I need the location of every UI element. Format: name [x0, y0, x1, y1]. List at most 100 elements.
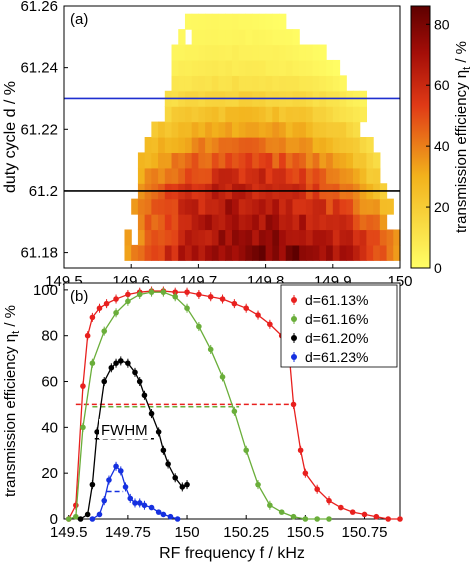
heatmap-cell	[265, 198, 273, 215]
heatmap-cell	[158, 137, 166, 154]
heatmap-cell	[285, 152, 294, 169]
data-point	[155, 509, 162, 515]
heatmap-cell	[245, 244, 253, 261]
heatmap-cell	[299, 229, 307, 246]
heatmap-cell	[366, 214, 374, 231]
heatmap-cell	[299, 198, 307, 215]
heatmap-cell	[184, 229, 193, 246]
heatmap-cell	[279, 152, 287, 169]
heatmap-cell	[386, 198, 394, 215]
heatmap-cell	[312, 75, 320, 92]
heatmap-cell	[305, 121, 314, 138]
heatmap-cell	[151, 152, 159, 169]
heatmap-cell	[265, 59, 273, 76]
data-point	[148, 289, 155, 295]
heatmap-cell	[265, 106, 273, 123]
heatmap-cell	[319, 214, 327, 231]
heatmap-cell	[258, 167, 267, 184]
heatmap-cell	[245, 121, 253, 138]
heatmap-cell	[279, 214, 287, 231]
heatmap-cell	[184, 44, 193, 61]
heatmap-cell	[346, 152, 354, 169]
data-point	[106, 477, 112, 483]
heatmap-cell	[225, 44, 233, 61]
series-red	[65, 286, 403, 522]
heatmap-cell	[339, 121, 347, 138]
heatmap-cell	[319, 167, 327, 184]
heatmap-cell	[238, 13, 247, 30]
heatmap-cell	[326, 137, 334, 154]
fwhm-annotation: FWHM	[101, 422, 148, 439]
heatmap-cell	[326, 106, 334, 123]
colorbar: 0 20 40 60 80 transmission efficiency ηt / %	[410, 5, 473, 276]
heatmap-cell	[312, 214, 320, 231]
heatmap-cell	[373, 214, 381, 231]
data-point	[184, 305, 190, 312]
heatmap-cell	[171, 167, 179, 184]
heatmap-cell	[184, 13, 193, 30]
heatmap-cell	[359, 152, 367, 169]
heatmap-cell	[258, 13, 267, 30]
heatmap-cell	[352, 152, 361, 169]
data-point	[125, 291, 131, 298]
heatmap-cell	[373, 198, 381, 215]
heatmap-cell	[285, 167, 294, 184]
data-point	[89, 314, 96, 321]
heatmap-cell	[265, 44, 273, 61]
series-black	[77, 356, 190, 522]
heatmap-cell	[178, 59, 186, 76]
heatmap-cell	[191, 44, 199, 61]
heatmap-cell	[265, 137, 273, 154]
heatmap-cell	[151, 229, 159, 246]
data-point	[255, 312, 261, 318]
heatmap-cell	[218, 44, 226, 61]
heatmap-cell	[137, 214, 146, 231]
heatmap-cell	[232, 106, 240, 123]
heatmap-cell	[292, 152, 300, 169]
heatmap-cell	[232, 59, 240, 76]
heatmap-cell	[299, 121, 307, 138]
heatmap-cell	[178, 152, 186, 169]
panel-a-label: (a)	[70, 11, 88, 28]
heatmap-cell	[178, 75, 186, 92]
heatmap-cell	[238, 137, 247, 154]
heatmap-cell	[232, 152, 240, 169]
heatmap-cell	[205, 13, 213, 30]
series-line	[68, 290, 400, 520]
heatmap-cell	[366, 152, 374, 169]
heatmap-cell	[211, 29, 220, 46]
heatmap-cell	[211, 198, 220, 215]
data-point	[73, 513, 79, 520]
heatmap-cell	[252, 121, 260, 138]
data-point	[179, 484, 186, 490]
heatmap-y-tick-label: 61.2	[29, 183, 58, 200]
data-point	[160, 447, 167, 454]
heatmap-cell	[151, 137, 159, 154]
heatmap-cell	[265, 75, 273, 92]
data-point	[243, 447, 249, 454]
heatmap-cell	[279, 106, 287, 123]
heatmap-cell	[245, 198, 253, 215]
heatmap-cell	[232, 121, 240, 138]
heatmap-cell	[218, 214, 226, 231]
heatmap-cell	[245, 75, 253, 92]
heatmap-cell	[238, 121, 247, 138]
heatmap-cell	[386, 229, 394, 246]
heatmap-cell	[225, 59, 233, 76]
heatmap-cell	[232, 229, 240, 246]
data-point	[101, 378, 108, 385]
heatmap-cell	[292, 244, 300, 261]
heatmap-cell	[312, 44, 320, 61]
heatmap-cell	[205, 121, 213, 138]
heatmap-cell	[292, 106, 300, 123]
heatmap-cell	[305, 214, 314, 231]
heatmap-cell	[326, 167, 334, 184]
heatmap-cell	[279, 229, 287, 246]
heatmap-cell	[198, 198, 206, 215]
heatmap-cell	[258, 198, 267, 215]
data-point	[290, 513, 297, 520]
heatmap-cell	[319, 198, 327, 215]
heatmap-cell	[178, 198, 186, 215]
heatmap-cell	[352, 167, 361, 184]
heatmap-cell	[171, 229, 179, 246]
